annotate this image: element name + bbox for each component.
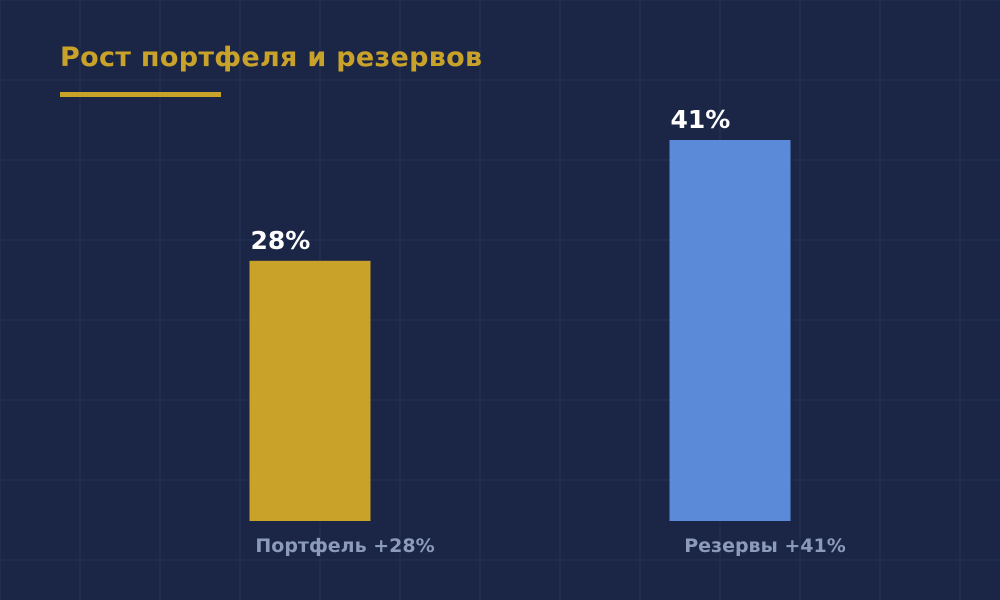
labels: 28% Портфель +28% 41% Резервы +41% bbox=[251, 105, 846, 557]
bar bbox=[249, 260, 371, 521]
chart-title: Рост портфеля и резервов bbox=[60, 42, 483, 73]
bars bbox=[249, 140, 791, 521]
value-label: 28% bbox=[251, 226, 311, 255]
category-label: Резервы +41% bbox=[684, 535, 846, 557]
title-underline bbox=[60, 92, 221, 97]
category-label: Портфель +28% bbox=[255, 535, 434, 557]
value-label: 41% bbox=[671, 105, 731, 134]
bar bbox=[669, 140, 791, 521]
